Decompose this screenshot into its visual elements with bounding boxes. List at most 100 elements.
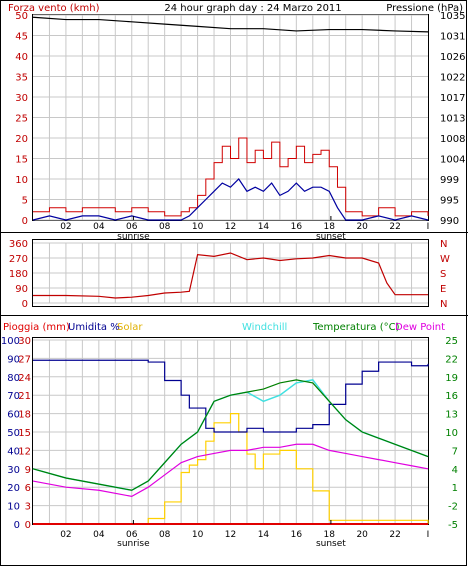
time-tick-label: 12 — [225, 222, 236, 232]
rain-tick-label: 15 — [18, 428, 31, 439]
time-tick-label: I — [427, 222, 430, 232]
chart-title: 24 hour graph day : 24 Marzo 2011 — [164, 3, 341, 14]
temperature-tick-label: 4 — [452, 465, 458, 476]
time-tick-label: I — [427, 530, 430, 540]
wind-average-line — [32, 178, 429, 221]
pressure-tick-label: 1004 — [440, 155, 465, 166]
humidity-tick-label: 60 — [7, 410, 20, 421]
rain-tick-label: 6 — [25, 483, 31, 494]
time-tick-label: 08 — [159, 222, 171, 232]
time-tick-label: 04 — [93, 222, 105, 232]
axis-layer: 0510152025303540455099099599910041008101… — [1, 11, 466, 549]
time-tick-label: 02 — [60, 530, 71, 540]
wind-tick-label: 40 — [15, 52, 28, 63]
humidity-tick-label: 90 — [7, 354, 20, 365]
time-tick-label: 16 — [291, 222, 303, 232]
pressure-tick-label: 999 — [440, 175, 459, 186]
time-tick-label: 04 — [93, 530, 105, 540]
humidity-tick-label: 70 — [7, 391, 20, 402]
sunrise-label: sunrise — [117, 539, 150, 549]
rain-tick-label: 9 — [25, 465, 31, 476]
sunset-label: sunset — [316, 232, 346, 242]
wind-gust-line — [33, 137, 429, 217]
pressure-tick-label: 1031 — [440, 32, 465, 43]
wind-axis-label: Forza vento (kmh) — [8, 3, 100, 14]
temperature-tick-label: 16 — [445, 391, 458, 402]
time-tick-label: 20 — [356, 530, 368, 540]
pressure-line — [32, 16, 429, 33]
rain-tick-label: 12 — [18, 446, 31, 457]
rain-tick-label: 21 — [18, 391, 31, 402]
time-tick-label: 22 — [389, 222, 400, 232]
wind-tick-label: 25 — [15, 114, 28, 125]
humidity-tick-label: 80 — [7, 373, 20, 384]
wind-tick-label: 45 — [15, 32, 28, 43]
time-tick-label: 14 — [258, 530, 270, 540]
pressure-tick-label: 990 — [440, 216, 459, 227]
direction-tick-label: 360 — [9, 239, 28, 250]
compass-tick-label: W — [440, 254, 450, 265]
rain-tick-label: 0 — [25, 520, 31, 531]
temperature-tick-label: 10 — [445, 428, 458, 439]
direction-tick-label: 90 — [15, 284, 28, 295]
rain-tick-label: 3 — [25, 502, 31, 513]
legend-temperature: Temperatura (°C) — [312, 322, 400, 333]
legend-rain: Pioggia (mm) — [3, 322, 70, 333]
temperature-tick-label: 19 — [445, 373, 458, 384]
temperature-tick-label: 7 — [452, 446, 458, 457]
time-tick-label: 10 — [192, 222, 204, 232]
rain-tick-label: 24 — [18, 373, 31, 384]
time-tick-label: 06 — [126, 222, 138, 232]
humidity-tick-label: 10 — [7, 502, 20, 513]
humidity-tick-label: 100 — [1, 336, 20, 347]
rain-tick-label: 27 — [18, 354, 31, 365]
wind-tick-label: 15 — [15, 155, 28, 166]
sunset-label: sunset — [316, 539, 346, 549]
humidity-tick-label: 50 — [7, 428, 20, 439]
time-tick-label: 10 — [192, 530, 204, 540]
time-tick-label: 18 — [324, 530, 336, 540]
time-tick-label: 16 — [291, 530, 303, 540]
legend-humidity: Umidita % — [68, 322, 120, 333]
series-layer — [32, 16, 429, 525]
rain-tick-label: 30 — [18, 336, 31, 347]
time-tick-label: 20 — [356, 222, 368, 232]
compass-tick-label: N — [440, 299, 447, 310]
humidity-tick-label: 30 — [7, 465, 20, 476]
compass-tick-label: N — [440, 239, 447, 250]
temperature-tick-label: 22 — [445, 354, 458, 365]
legend-dewpoint: Dew Point — [395, 322, 445, 333]
direction-tick-label: 0 — [22, 299, 28, 310]
rain-tick-label: 18 — [18, 410, 31, 421]
wind-tick-label: 35 — [15, 73, 28, 84]
temperature-tick-label: 1 — [452, 483, 458, 494]
wind-tick-label: 30 — [15, 93, 28, 104]
time-tick-label: 14 — [258, 222, 270, 232]
humidity-tick-label: 0 — [14, 520, 20, 531]
pressure-axis-label: Pressione (hPa) — [386, 3, 463, 14]
direction-tick-label: 180 — [9, 269, 28, 280]
solar-line — [33, 413, 429, 525]
time-tick-label: 18 — [324, 222, 336, 232]
time-tick-label: 08 — [159, 530, 171, 540]
pressure-tick-label: 1035 — [440, 11, 465, 22]
wind-tick-label: 20 — [15, 134, 28, 145]
wind-tick-label: 5 — [22, 196, 28, 207]
grid-layer — [33, 14, 428, 525]
time-tick-label: 22 — [389, 530, 400, 540]
time-tick-label: 12 — [225, 530, 236, 540]
legend-windchill: Windchill — [242, 322, 287, 333]
humidity-tick-label: 20 — [7, 483, 20, 494]
pressure-tick-label: 1017 — [440, 93, 465, 104]
wind-tick-label: 0 — [22, 216, 28, 227]
temperature-tick-label: -5 — [448, 520, 458, 531]
temperature-tick-label: -2 — [448, 502, 458, 513]
temperature-tick-label: 25 — [445, 336, 458, 347]
dewpoint-line — [32, 443, 429, 498]
direction-line — [33, 252, 428, 299]
pressure-tick-label: 1008 — [440, 134, 465, 145]
humidity-tick-label: 40 — [7, 446, 20, 457]
temperature-tick-label: 13 — [445, 410, 458, 421]
